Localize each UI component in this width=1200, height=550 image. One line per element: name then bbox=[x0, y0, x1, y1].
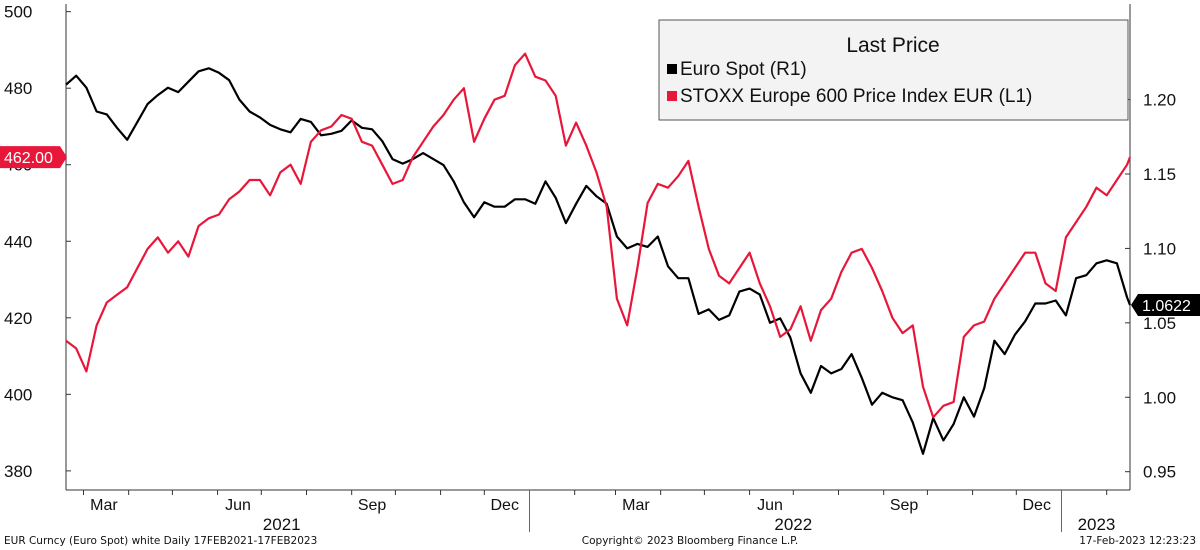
x-axis: Mar Jun Sep Dec Mar Jun Sep Dec 2021 2022 2023 bbox=[82, 490, 1116, 534]
legend-entry-euro: Euro Spot (R1) bbox=[680, 59, 807, 80]
x-month-label: Mar bbox=[90, 497, 118, 514]
stoxx-last-value-label: 462.00 bbox=[4, 150, 53, 167]
x-month-label: Mar bbox=[622, 497, 650, 514]
legend-entry-stoxx: STOXX Europe 600 Price Index EUR (L1) bbox=[680, 86, 1032, 107]
euro-last-value-marker bbox=[1131, 293, 1200, 316]
x-month-label: Dec bbox=[490, 497, 518, 514]
left-tick-label: 440 bbox=[4, 232, 32, 251]
legend-box bbox=[658, 19, 1129, 121]
footer-left: EUR Curncy (Euro Spot) white Daily 17FEB… bbox=[4, 535, 317, 547]
legend: Last Price Euro Spot (R1) STOXX Europe 6… bbox=[658, 19, 1129, 121]
footer: EUR Curncy (Euro Spot) white Daily 17FEB… bbox=[4, 535, 1196, 547]
stoxx-last-value-marker bbox=[0, 146, 67, 169]
x-year-label: 2021 bbox=[263, 515, 301, 534]
euro-last-value-label: 1.0622 bbox=[1142, 298, 1191, 315]
stoxx-series-line bbox=[65, 52, 1132, 419]
plot-frame bbox=[65, 4, 1131, 491]
right-tick-label: 1.10 bbox=[1143, 239, 1176, 258]
right-tick-label: 1.00 bbox=[1143, 388, 1176, 407]
right-tick-label: 1.20 bbox=[1143, 91, 1176, 110]
right-tick-label: 0.95 bbox=[1143, 463, 1176, 482]
euro-series-line bbox=[65, 67, 1132, 455]
legend-title: Last Price bbox=[846, 34, 939, 57]
right-tick-label: 1.15 bbox=[1143, 165, 1176, 184]
footer-center: Copyright© 2023 Bloomberg Finance L.P. bbox=[582, 535, 798, 547]
footer-right: 17-Feb-2023 12:23:23 bbox=[1079, 535, 1196, 547]
x-year-label: 2022 bbox=[774, 515, 812, 534]
left-tick-label: 500 bbox=[4, 3, 32, 22]
x-month-label: Dec bbox=[1022, 497, 1050, 514]
legend-swatch-euro bbox=[667, 64, 677, 74]
x-month-label: Jun bbox=[225, 497, 251, 514]
x-month-label: Sep bbox=[358, 497, 387, 514]
right-axis-ticks: 0.95 1.00 1.05 1.10 1.15 1.20 bbox=[1125, 91, 1176, 482]
series-layer bbox=[65, 52, 1132, 455]
left-tick-label: 480 bbox=[4, 79, 32, 98]
left-tick-label: 420 bbox=[4, 309, 32, 328]
left-tick-label: 400 bbox=[4, 385, 32, 404]
legend-swatch-stoxx bbox=[667, 91, 677, 101]
x-month-label: Jun bbox=[757, 497, 783, 514]
right-tick-label: 1.05 bbox=[1143, 314, 1176, 333]
left-tick-label: 380 bbox=[4, 462, 32, 481]
x-month-label: Sep bbox=[890, 497, 919, 514]
x-year-label: 2023 bbox=[1078, 515, 1116, 534]
last-value-callouts: 462.00 1.0622 bbox=[0, 146, 1200, 316]
